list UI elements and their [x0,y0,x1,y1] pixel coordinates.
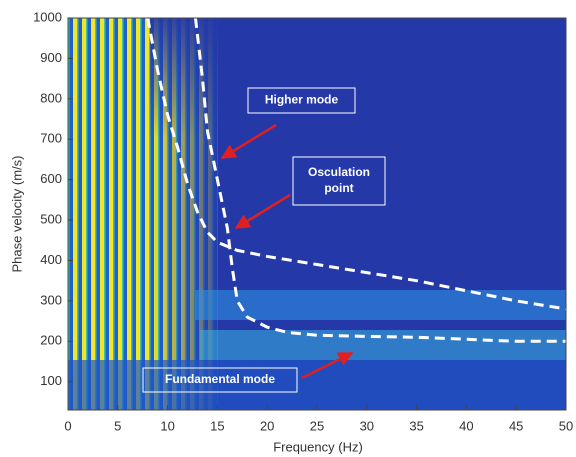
y-tick-label: 600 [40,171,62,186]
x-axis-label: Frequency (Hz) [273,439,363,454]
x-tick-label: 40 [459,418,473,433]
annotation: Osculation point [292,156,386,206]
mode-curve [146,17,567,311]
annotation-box [142,367,298,393]
x-tick-label: 35 [409,418,423,433]
x-tick-label: 0 [64,418,71,433]
y-tick-label: 700 [40,131,62,146]
x-tick-label: 30 [360,418,374,433]
x-tick-label: 20 [260,418,274,433]
y-tick-label: 900 [40,50,62,65]
annotation-text: Fundamental mode [165,372,275,386]
y-tick-label: 500 [40,211,62,226]
x-tick-label: 15 [210,418,224,433]
plot-area [146,17,567,343]
x-tick-label: 50 [559,418,573,433]
annotation-text: Higher mode [265,93,339,107]
y-tick-label: 100 [40,373,62,388]
y-axis-label: Phase velocity (m/s) [9,155,24,272]
y-tick-label: 800 [40,90,62,105]
annotation-box [292,156,386,206]
x-tick-label: 25 [310,418,324,433]
heatmap-background [68,18,566,410]
annotation-text: Osculation [308,165,370,179]
x-tick-label: 5 [114,418,121,433]
x-tick-label: 10 [160,418,174,433]
y-tick-label: 400 [40,252,62,267]
annotation-arrows [220,123,354,380]
y-tick-label: 1000 [33,9,62,24]
y-tick-label: 200 [40,333,62,348]
x-tick-label: 45 [509,418,523,433]
annotation: Fundamental mode [142,367,298,393]
annotation: Higher mode [247,87,356,114]
mode-curve [193,17,566,343]
y-tick-label: 300 [40,292,62,307]
annotation-text: point [324,181,353,195]
annotation-box [247,87,356,114]
